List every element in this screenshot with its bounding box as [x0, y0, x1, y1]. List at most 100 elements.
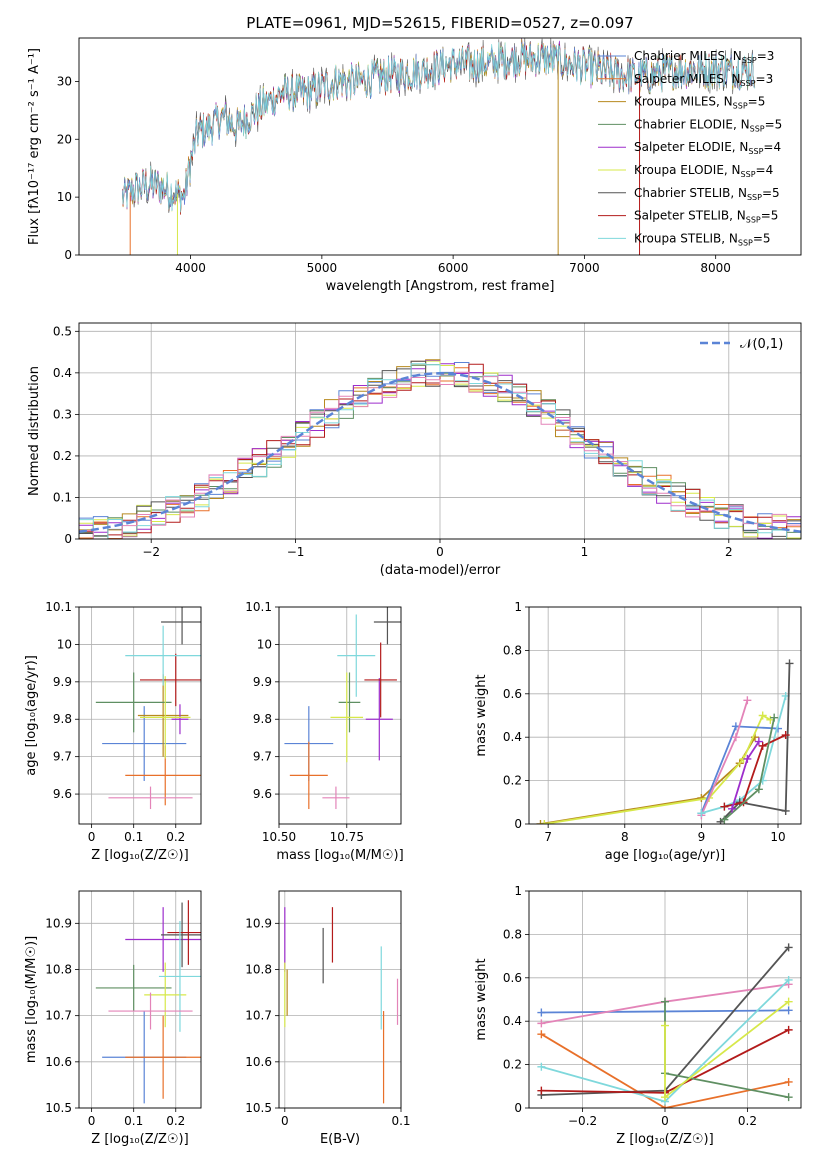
y-axis-label: Normed distribution	[27, 366, 42, 496]
y-tick-label: 10.6	[245, 1055, 272, 1069]
x-tick-label: 2	[725, 545, 733, 559]
weight-series-line	[700, 700, 749, 816]
weight-point-marker	[720, 815, 729, 824]
y-tick-label: 10	[257, 637, 272, 651]
spectrum-series-line	[122, 42, 756, 213]
weight-point-marker	[758, 711, 767, 720]
weight-point-marker	[784, 1006, 793, 1015]
x-axis-label: (data-model)/error	[380, 563, 501, 578]
legend-label: Chabrier MILES, NSSP=3	[634, 49, 774, 65]
weight-point-marker	[784, 1025, 793, 1034]
axes-frame	[278, 890, 402, 1109]
weight-point-marker	[784, 997, 793, 1006]
axes-frame	[278, 606, 402, 825]
x-tick-label: 10.75	[330, 830, 364, 844]
axes-frame	[78, 890, 202, 1109]
weight-point-marker	[784, 943, 793, 952]
weight-point-marker	[720, 802, 729, 811]
plot-area	[95, 607, 201, 810]
y-tick-label: 10.9	[45, 916, 72, 930]
weight-point-marker	[758, 741, 767, 750]
figure-title: PLATE=0961, MJD=52615, FIBERID=0527, z=0…	[246, 14, 633, 32]
y-tick-label: 0.3	[53, 407, 72, 421]
y-tick-label: 0.6	[503, 971, 522, 985]
y-tick-label: 10.5	[45, 1101, 72, 1115]
x-axis-label: mass [log₁₀(M/M☉)]	[276, 848, 403, 863]
x-tick-label: 0.2	[166, 830, 185, 844]
x-axis-label: Z [log₁₀(Z/Z☉)]	[616, 1132, 713, 1147]
y-tick-label: 0.8	[503, 927, 522, 941]
y-tick-label: 9.7	[253, 750, 272, 764]
x-tick-label: 0.2	[738, 1114, 757, 1128]
plot-area	[95, 900, 201, 1104]
weight-point-marker	[537, 1019, 546, 1028]
panel-mass_vs_ebv: 0 0.1 10.5 10.6 10.7 10.8 10.9 E(B-V)	[245, 890, 411, 1147]
y-axis-label: mass weight	[474, 958, 489, 1040]
weight-series-line	[664, 1000, 790, 1100]
x-tick-label: 0	[281, 1114, 289, 1128]
y-tick-label: 0.1	[53, 490, 72, 504]
y-tick-label: 0	[514, 1101, 522, 1115]
x-tick-label: 0.2	[166, 1114, 185, 1128]
plot-area	[122, 38, 756, 255]
x-tick-label: 7000	[569, 261, 600, 275]
legend-label: Chabrier ELODIE, NSSP=5	[634, 117, 782, 133]
y-tick-label: 10.1	[45, 600, 72, 614]
axes-frame	[528, 606, 802, 825]
y-tick-label: 0	[64, 248, 72, 262]
x-tick-label: 0	[436, 545, 444, 559]
weight-point-marker	[770, 713, 779, 722]
weight-point-marker	[781, 806, 790, 815]
weight-point-marker	[728, 804, 737, 813]
legend-label: Salpeter ELODIE, NSSP=4	[634, 140, 781, 156]
y-tick-label: 0.4	[503, 1014, 522, 1028]
legend-label: Kroupa STELIB, NSSP=5	[634, 231, 771, 247]
x-axis-label: Z [log₁₀(Z/Z☉)]	[91, 1132, 188, 1147]
panel-age_vs_Z: 0 0.1 0.2 9.6 9.7 9.8 9.9 10 10.1 Z [log₁₀(Z/Z☉)]…	[24, 600, 202, 863]
x-axis-label: age [log₁₀(age/yr)]	[605, 848, 726, 863]
y-tick-label: 1	[514, 600, 522, 614]
x-axis-label: E(B-V)	[320, 1132, 360, 1147]
x-tick-label: 0	[661, 1114, 669, 1128]
x-tick-label: 4000	[175, 261, 206, 275]
normal-curve	[79, 372, 801, 533]
y-tick-label: 0.2	[53, 449, 72, 463]
x-tick-label: 8	[621, 830, 629, 844]
weight-point-marker	[743, 696, 752, 705]
y-tick-label: 10.1	[245, 600, 272, 614]
panel-spectrum: 4000 5000 6000 7000 8000 0 10 20 30 wavelength [A…	[27, 37, 802, 294]
weight-point-marker	[536, 820, 545, 824]
x-tick-label: 8000	[700, 261, 731, 275]
axes-frame	[78, 37, 802, 256]
weight-point-marker	[781, 731, 790, 740]
x-tick-label: 7	[544, 830, 552, 844]
legend: Chabrier MILES, NSSP=3 Salpeter MILES, NS…	[598, 49, 782, 247]
x-tick-label: 0	[88, 830, 96, 844]
panel-weight_vs_Z: −0.2 0 0.2 0 0.2 0.4 0.6 0.8 1 Z [log₁₀(Z/Z☉)] mas…	[474, 884, 802, 1147]
y-tick-label: 1	[514, 884, 522, 898]
plot-area	[536, 659, 794, 824]
y-tick-label: 0.2	[503, 1058, 522, 1072]
y-tick-label: 9.6	[253, 787, 272, 801]
weight-point-marker	[661, 1093, 669, 1102]
weight-point-marker	[661, 997, 669, 1006]
y-tick-label: 10.8	[245, 962, 272, 976]
plot-area	[284, 907, 399, 1104]
legend-label: Chabrier STELIB, NSSP=5	[634, 186, 780, 202]
y-tick-label: 0.6	[503, 687, 522, 701]
legend-label: Salpeter STELIB, NSSP=5	[634, 209, 778, 225]
x-axis-label: Z [log₁₀(Z/Z☉)]	[91, 848, 188, 863]
y-tick-label: 0.8	[503, 643, 522, 657]
panel-residual_hist: −2 −1 0 1 2 0 0.1 0.2 0.3 0.4 0.5 (data-model)/erro…	[27, 322, 802, 578]
weight-point-marker	[784, 1077, 793, 1086]
weight-point-marker	[537, 1062, 546, 1071]
plot-area	[79, 359, 801, 539]
y-tick-label: 10.9	[245, 916, 272, 930]
plot-area	[537, 943, 793, 1108]
weight-point-marker	[754, 737, 763, 746]
y-tick-label: 10	[57, 190, 72, 204]
weight-point-marker	[537, 1030, 546, 1039]
y-tick-label: 9.9	[253, 675, 272, 689]
weight-series-line	[540, 1033, 789, 1108]
